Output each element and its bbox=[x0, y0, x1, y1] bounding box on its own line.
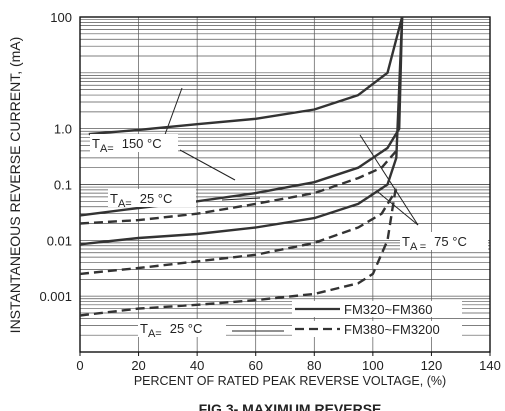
y-tick-label: 1.0 bbox=[54, 122, 72, 137]
annotation-bg bbox=[90, 134, 178, 152]
legend-label: FM320~FM360 bbox=[344, 302, 433, 317]
legend-bg bbox=[292, 321, 462, 337]
annotation-symbol: T bbox=[110, 191, 118, 206]
annotation: TA = 75 °C bbox=[402, 234, 467, 253]
y-tick-label: 100 bbox=[50, 10, 72, 25]
series-line bbox=[79, 184, 398, 317]
annotation-temp: 75 °C bbox=[434, 234, 467, 249]
y-tick-label: 0.01 bbox=[47, 233, 72, 248]
annotation-bg bbox=[138, 319, 226, 337]
legend-label: FM380~FM3200 bbox=[344, 322, 440, 337]
annotation-bg bbox=[108, 189, 196, 207]
x-tick-label: 20 bbox=[131, 358, 145, 373]
series-line bbox=[79, 16, 404, 246]
x-tick-label: 140 bbox=[479, 358, 501, 373]
annotation-symbol: T bbox=[92, 136, 100, 151]
annotation-symbol: T bbox=[402, 234, 410, 249]
annotation-bg bbox=[400, 232, 488, 250]
x-tick-label: 100 bbox=[362, 358, 384, 373]
x-tick-label: 40 bbox=[190, 358, 204, 373]
annotation: TA= 25 °C bbox=[140, 321, 202, 340]
annotation-sub: A = bbox=[410, 241, 426, 253]
annotation-temp: 150 °C bbox=[122, 136, 162, 151]
y-tick-label: 0.1 bbox=[54, 178, 72, 193]
x-tick-label: 0 bbox=[76, 358, 83, 373]
annotation-temp: 25 °C bbox=[170, 321, 203, 336]
x-tick-label: 80 bbox=[307, 358, 321, 373]
series-line bbox=[79, 16, 404, 217]
plot-frame bbox=[79, 16, 491, 353]
annotation: TA= 150 °C bbox=[92, 136, 162, 155]
x-axis-label: PERCENT OF RATED PEAK REVERSE VOLTAGE, (… bbox=[134, 374, 446, 388]
annotation-symbol: T bbox=[140, 321, 148, 336]
y-tick-label: 0.001 bbox=[39, 289, 72, 304]
annotation: TA= 25 °C bbox=[110, 191, 172, 210]
annotation-sub: A= bbox=[148, 328, 162, 340]
y-axis-label: INSTANTANEOUS REVERSE CURRENT, (mA) bbox=[7, 37, 23, 334]
x-tick-label: 60 bbox=[248, 358, 262, 373]
leader-lines bbox=[162, 87, 419, 332]
annotation-temp: 25 °C bbox=[140, 191, 173, 206]
caption: FIG.3- MAXIMUM REVERSE bbox=[199, 401, 382, 411]
annotation-sub: A= bbox=[100, 143, 114, 155]
annotation-sub: A= bbox=[118, 198, 132, 210]
legend-bg bbox=[292, 301, 462, 317]
series-line bbox=[88, 16, 404, 136]
x-tick-label: 120 bbox=[421, 358, 443, 373]
